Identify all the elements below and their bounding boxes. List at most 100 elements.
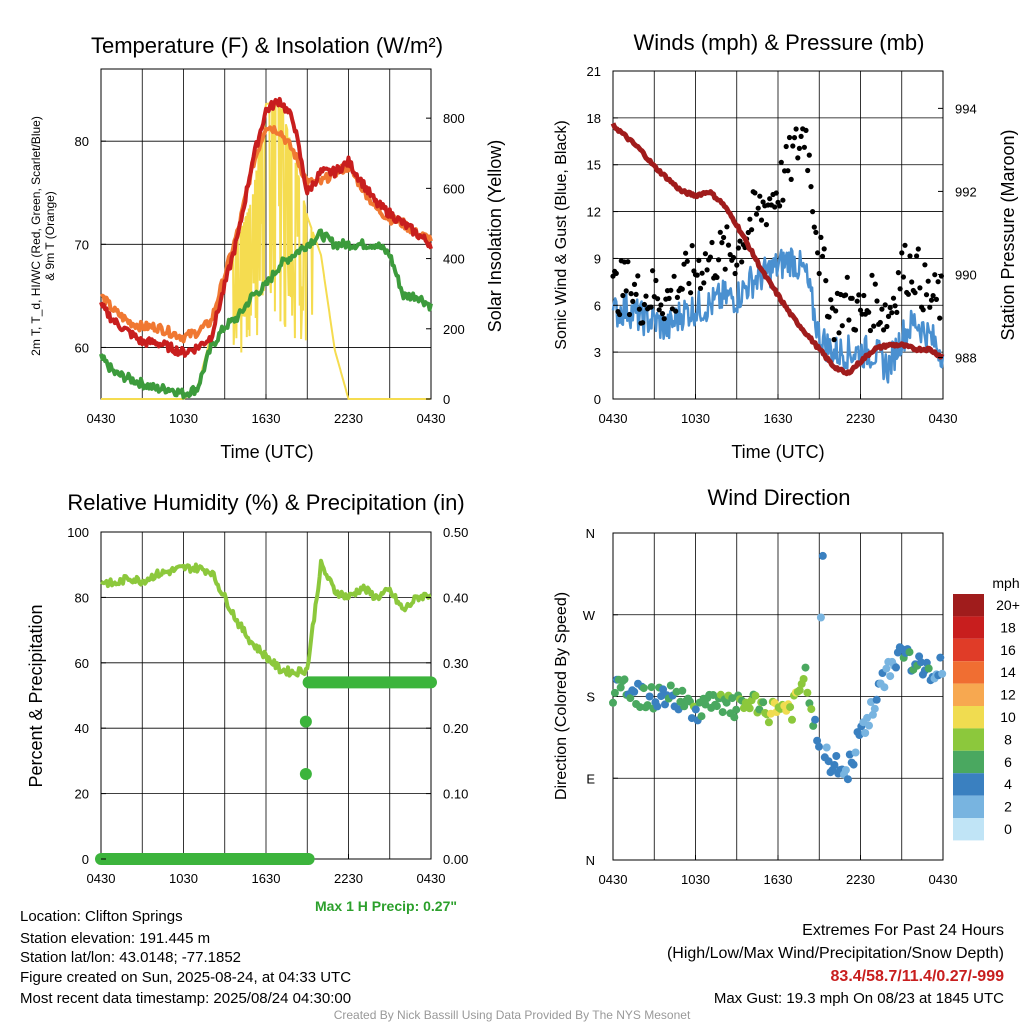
- gust-point: [900, 274, 907, 280]
- gust-point: [823, 278, 829, 284]
- wind-direction-plot-area: 0430 1030 1630 2230 0430 N E S W N: [583, 526, 958, 887]
- direction-point: [917, 658, 925, 667]
- footer-latlon: Station lat/lon: 43.0148; -77.1852: [20, 949, 241, 966]
- gust-point: [721, 234, 727, 241]
- x-tick-label: 2230: [334, 871, 363, 886]
- x-tick-label: 1030: [169, 871, 198, 886]
- gust-point: [617, 311, 623, 318]
- gust-point: [925, 278, 931, 284]
- gust-point: [899, 250, 905, 256]
- gust-point: [722, 266, 728, 272]
- gust-point: [869, 272, 875, 278]
- gust-point: [843, 292, 849, 298]
- insolation-ylabel: Solar Insolation (Yellow): [485, 140, 505, 332]
- y-tick-label: S: [586, 690, 595, 705]
- gust-point: [922, 262, 928, 268]
- gust-point: [912, 290, 918, 296]
- y-tick-label: 40: [75, 721, 89, 736]
- gust-point: [826, 314, 832, 320]
- y-tick-label: 12: [587, 205, 601, 220]
- gust-point: [788, 176, 794, 182]
- speed-legend-swatch: [953, 616, 984, 639]
- gust-point: [923, 292, 930, 298]
- y2-tick-label: 0.20: [443, 721, 468, 736]
- gust-point: [650, 268, 656, 274]
- gust-point: [699, 270, 705, 276]
- gust-point: [882, 302, 888, 308]
- gust-point: [628, 291, 634, 297]
- speed-legend-swatch: [953, 773, 984, 796]
- gust-point: [927, 304, 933, 310]
- direction-point: [811, 715, 820, 724]
- gust-point: [735, 245, 742, 251]
- gust-point: [791, 135, 798, 141]
- direction-point: [924, 664, 933, 673]
- direction-point: [678, 686, 687, 695]
- gust-point: [786, 134, 793, 141]
- gust-point: [796, 145, 803, 151]
- y-tick-label: 20: [75, 787, 89, 802]
- gust-point: [871, 323, 877, 329]
- direction-point: [849, 760, 858, 769]
- y2-tick-label: 0.50: [443, 525, 468, 540]
- gust-point: [739, 259, 745, 265]
- gust-point: [801, 144, 808, 150]
- direction-point: [630, 687, 639, 696]
- extremes-subtitle: (High/Low/Max Wind/Precipitation/Snow De…: [667, 945, 1004, 962]
- speed-legend-swatch: [953, 594, 984, 617]
- temperature-series-line: [99, 228, 433, 400]
- y-tick-label: N: [586, 526, 595, 541]
- direction-point: [886, 672, 895, 681]
- direction-point: [764, 718, 773, 727]
- gust-point: [844, 274, 850, 280]
- gust-point: [737, 238, 743, 244]
- direction-point: [882, 664, 891, 673]
- gust-point: [633, 291, 639, 297]
- gust-point: [709, 239, 715, 246]
- gust-point: [716, 257, 722, 263]
- gust-point: [661, 316, 667, 322]
- gust-point: [892, 303, 898, 309]
- winds-plot-area: 0430 1030 1630 2230 0430 0 3 6 9 12 15 18 21 988 990 99…: [587, 64, 977, 426]
- temperature-ylabel-line2: & 9m T (Orange): [43, 191, 57, 281]
- y-tick-label: 70: [75, 237, 89, 252]
- gust-point: [734, 262, 740, 268]
- x-tick-label: 0430: [417, 411, 446, 426]
- gust-point: [679, 286, 685, 292]
- direction-point: [666, 681, 675, 690]
- speed-legend-swatch: [953, 638, 984, 662]
- gust-point: [656, 307, 662, 313]
- gust-point: [811, 224, 817, 230]
- gust-point: [626, 311, 633, 318]
- gust-point: [697, 285, 704, 291]
- direction-point: [799, 675, 808, 683]
- gust-point: [798, 133, 804, 139]
- gust-point: [757, 193, 763, 199]
- direction-point: [620, 675, 629, 684]
- gust-point: [636, 306, 643, 312]
- gust-point: [648, 304, 654, 310]
- gust-point: [915, 246, 921, 252]
- gust-point: [704, 267, 710, 273]
- speed-legend-label: 6: [1004, 754, 1012, 770]
- speed-legend-swatch: [953, 661, 984, 684]
- gust-point: [833, 308, 839, 314]
- y-tick-label: 100: [67, 525, 89, 540]
- y-tick-label: 21: [587, 64, 601, 79]
- gust-point: [881, 327, 887, 333]
- gust-point: [686, 280, 692, 287]
- direction-point: [709, 691, 718, 699]
- pressure-ylabel: Station Pressure (Maroon): [998, 129, 1018, 340]
- direction-point: [659, 685, 668, 694]
- gust-point: [767, 196, 773, 202]
- direction-point: [843, 775, 852, 784]
- gust-point: [928, 297, 935, 303]
- gust-point: [866, 309, 872, 315]
- gust-point: [630, 298, 636, 304]
- footer: Location: Clifton Springs Station elevat…: [20, 908, 1004, 1022]
- direction-point: [691, 705, 700, 714]
- x-tick-label: 1030: [169, 411, 198, 426]
- temperature-series-line: [99, 96, 433, 358]
- x-tick-label: 1030: [681, 411, 710, 426]
